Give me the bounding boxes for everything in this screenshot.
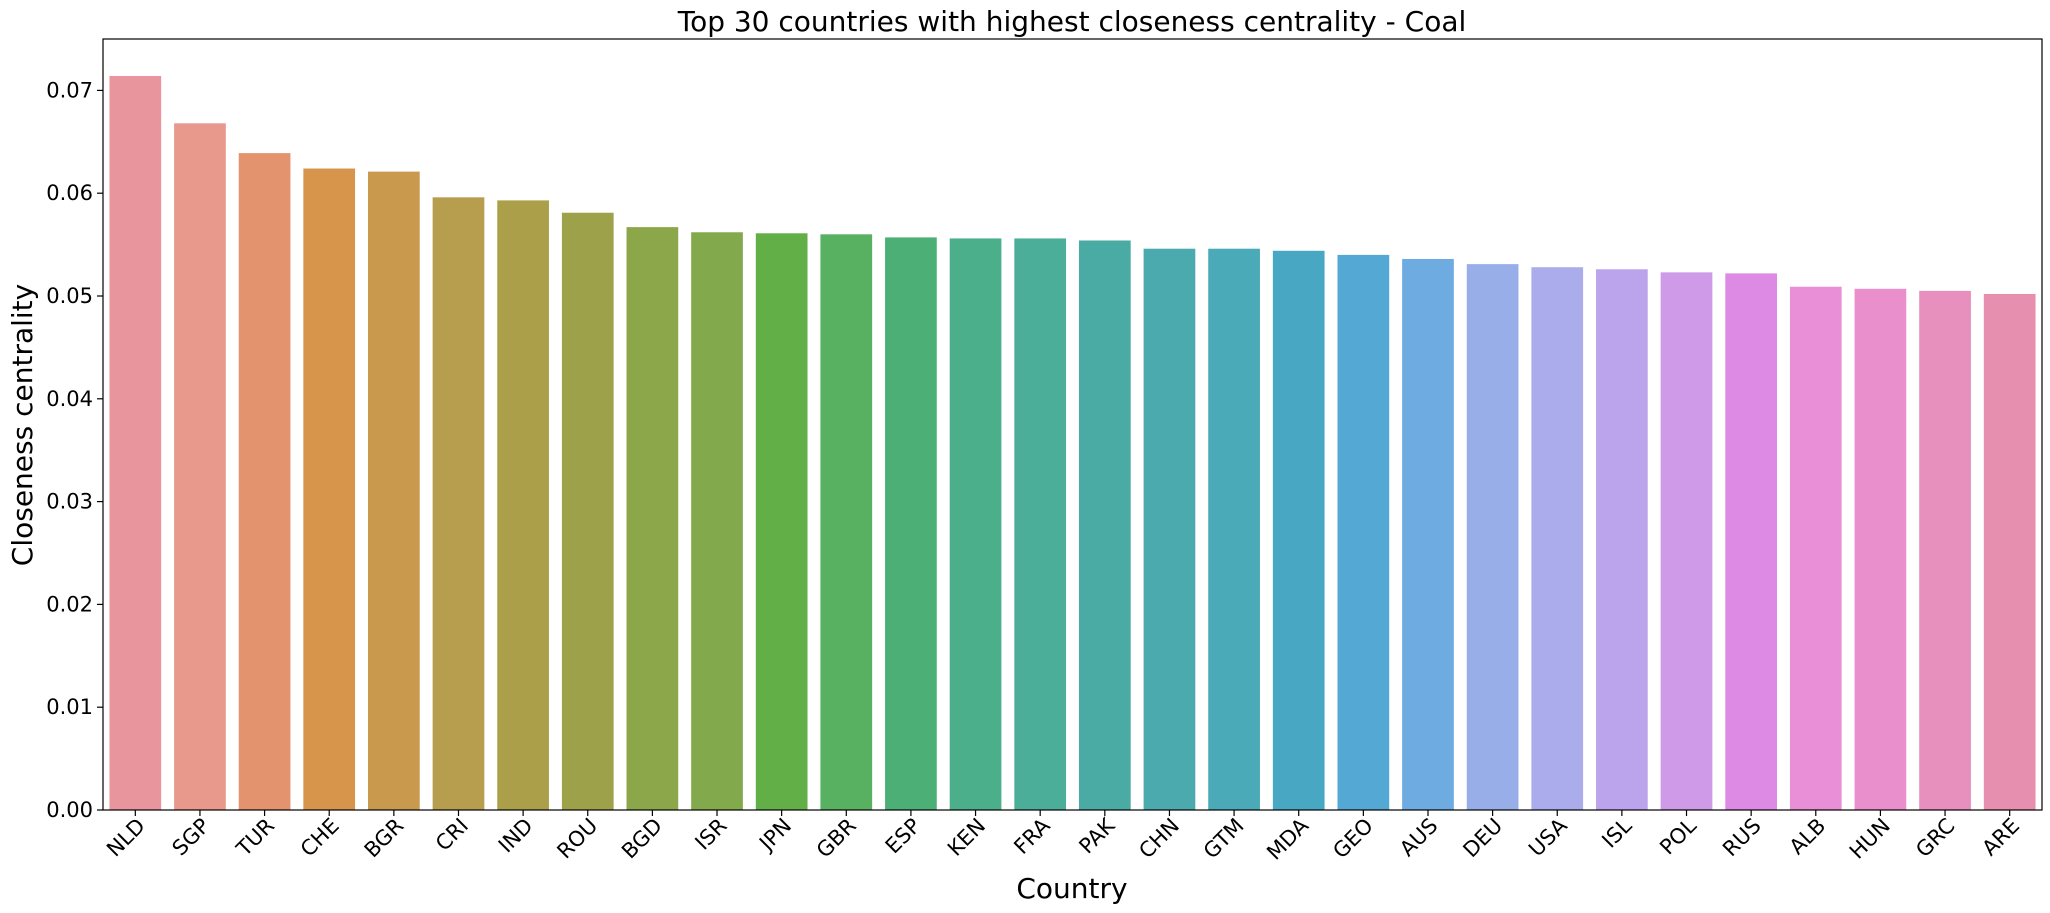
bar-esp [885,237,937,810]
bar-tur [238,153,291,811]
y-tick-label: 0.00 [46,798,93,822]
bar-are [1983,293,2036,810]
x-tick-label: GRC [1911,814,1959,862]
y-tick-label: 0.02 [46,592,93,616]
x-tick-label: JPN [753,814,796,857]
x-tick-label: BGR [360,814,409,863]
bar-bgr [368,171,420,811]
bar-ind [497,200,549,810]
y-axis-ticks: 0.00 0.01 0.02 0.03 0.04 0.05 0.06 0.07 [46,78,103,822]
x-tick-label: ROU [552,814,602,864]
x-tick-label: ARE [1977,814,2024,861]
x-tick-label: SGP [168,814,215,861]
bar-usa [1531,267,1584,811]
x-tick-label: BGD [617,814,667,864]
x-tick-label: DEU [1458,814,1507,863]
x-tick-label: RUS [1718,814,1766,862]
y-tick-label: 0.07 [46,78,93,102]
x-tick-label: NLD [102,814,150,862]
bar-deu [1466,264,1519,810]
bar-rus [1725,273,1778,810]
x-tick-label: CRI [431,814,473,856]
x-tick-label: FRA [1009,813,1055,859]
x-tick-label: KEN [943,814,990,861]
bar-ken [949,238,1002,810]
x-tick-label: HUN [1845,814,1895,864]
x-tick-label: GEO [1328,814,1378,864]
bar-pak [1078,240,1131,811]
x-tick-label: MDA [1262,813,1314,865]
bars-group [109,76,2036,811]
x-axis-label: Country [1016,872,1127,905]
bar-bgd [626,227,679,810]
bar-gtm [1208,248,1260,810]
bar-cri [432,197,485,810]
bar-gbr [820,234,873,810]
bar-chn [1143,248,1196,810]
bar-mda [1272,250,1325,810]
bar-grc [1919,290,1971,810]
y-tick-label: 0.05 [46,284,93,308]
y-tick-label: 0.03 [46,490,93,514]
x-tick-label: AUS [1395,814,1442,861]
bar-hun [1854,288,1907,810]
x-tick-label: ALB [1785,814,1831,860]
bar-pol [1660,272,1713,810]
x-tick-label: ESP [881,814,926,859]
bar-fra [1014,238,1067,810]
x-tick-label: CHN [1134,814,1184,864]
x-tick-label: POL [1655,813,1701,859]
chart-title: Top 30 countries with highest closeness … [677,5,1467,38]
x-tick-label: USA [1524,813,1572,861]
bar-isr [691,232,743,810]
x-tick-label: GTM [1199,814,1249,864]
bar-rou [561,212,614,811]
bar-jpn [755,233,808,811]
y-axis-label: Closeness centrality [6,284,39,566]
x-tick-label: IND [494,814,538,858]
x-tick-label: CHE [296,814,344,862]
x-tick-label: ISL [1597,813,1636,852]
y-tick-label: 0.01 [46,695,93,719]
y-tick-label: 0.06 [46,181,93,205]
y-tick-label: 0.04 [46,387,93,411]
x-tick-label: PAK [1074,813,1120,859]
bar-alb [1789,286,1842,810]
x-axis-ticks: NLD SGP TUR CHE BGR CRI IND ROU BGD ISR JPN GBR ESP K… [102,810,2024,865]
x-tick-label: TUR [231,814,279,862]
bar-aus [1402,258,1454,810]
x-tick-label: GBR [812,814,861,863]
plot-frame [102,38,2043,811]
bar-isl [1596,269,1648,810]
bar-sgp [174,123,226,811]
bar-nld [109,76,162,810]
bar-geo [1337,254,1390,810]
x-tick-label: ISR [690,814,731,855]
bar-che [303,168,356,810]
